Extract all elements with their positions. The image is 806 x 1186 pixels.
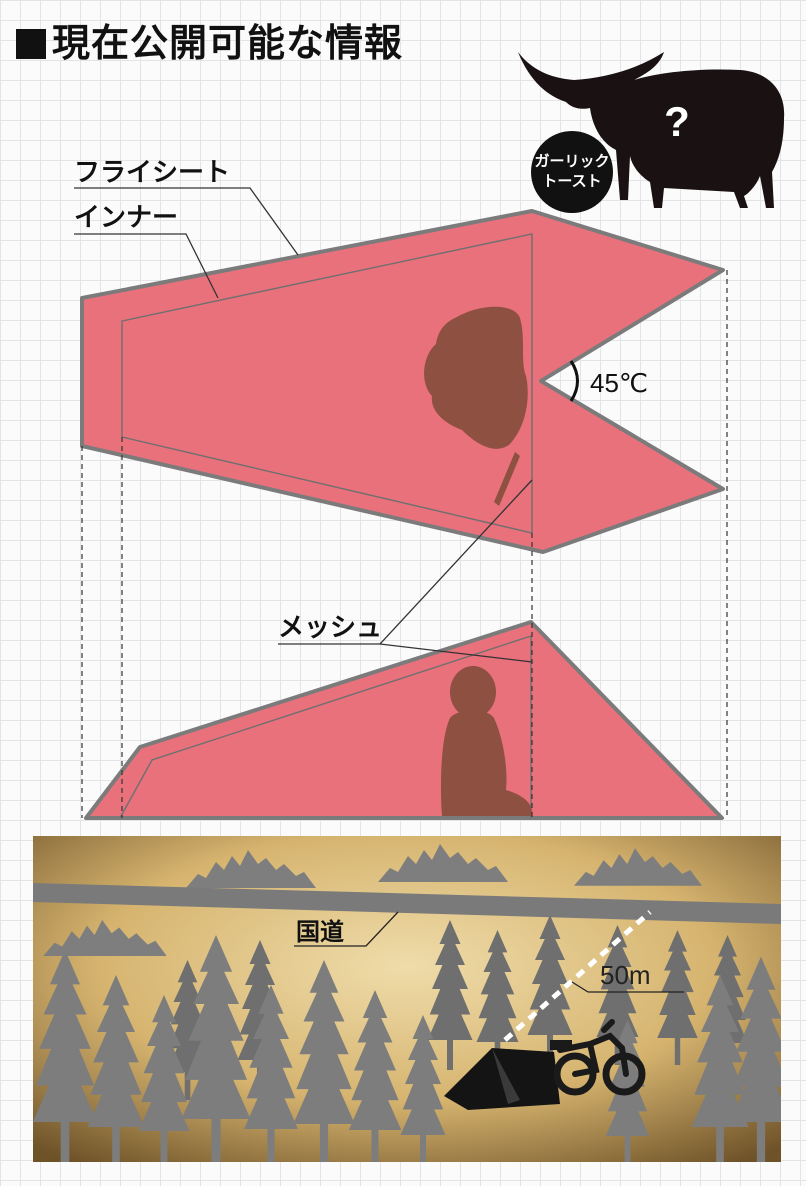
fly-sheet-top [80, 209, 725, 554]
question-mark: ? [664, 98, 690, 145]
road [33, 883, 781, 924]
badge-line1: ガーリック [534, 153, 609, 170]
distance-line [503, 910, 652, 1042]
tent-icon [444, 1048, 560, 1110]
side-view [84, 620, 724, 820]
motorcycle-icon [550, 1019, 646, 1096]
legs-silhouette-top [494, 452, 520, 506]
leader-lines [74, 187, 533, 663]
distance-label: 50m [600, 960, 651, 990]
square-bullet-icon [16, 29, 46, 59]
badge-line2: トースト [542, 173, 601, 190]
inner-label: インナー [74, 202, 178, 232]
fly-sheet-label: フライシート [74, 157, 230, 187]
angle-label: 45℃ [590, 368, 648, 398]
campsite-scene: 国道 50m [33, 836, 781, 1162]
projection-lines [81, 270, 728, 818]
fly-sheet-side [84, 620, 724, 820]
mesh-label: メッシュ [278, 612, 382, 642]
angle-arc [569, 360, 579, 402]
page-title: 現在公開可能な情報 [16, 12, 403, 67]
inner-tent-side [119, 635, 532, 819]
page-title-text: 現在公開可能な情報 [52, 23, 404, 65]
garlic-toast-badge: ガーリック トースト [531, 131, 613, 213]
bull-icon: ? [518, 52, 785, 208]
person-silhouette-icon [440, 666, 533, 816]
head-silhouette-top [424, 306, 528, 449]
top-view [80, 209, 725, 554]
road-label: 国道 [296, 918, 344, 946]
